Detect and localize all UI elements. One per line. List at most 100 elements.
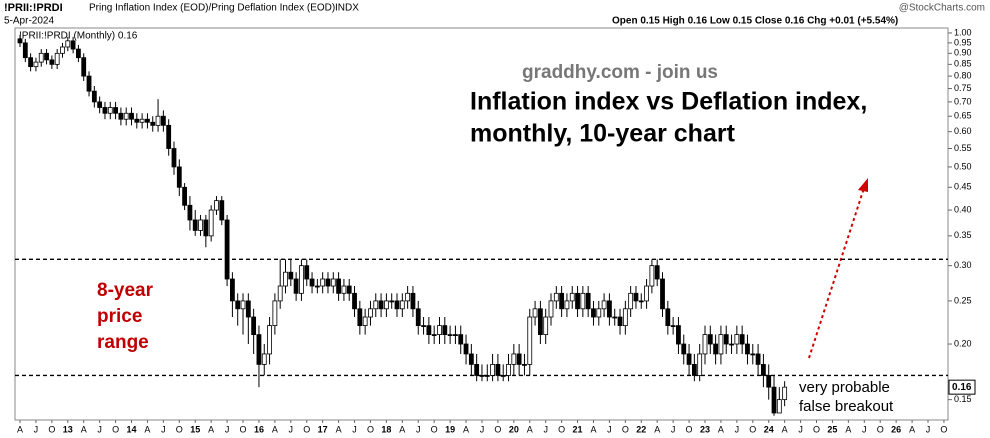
- candle-body: [500, 375, 506, 377]
- candle-body: [729, 343, 734, 346]
- candle-body: [484, 375, 490, 377]
- x-tick-label: 16: [254, 424, 264, 434]
- candle-body: [118, 112, 124, 120]
- annotation: very probable: [799, 379, 890, 396]
- candle-body: [537, 308, 543, 336]
- candle-body: [601, 300, 607, 310]
- candle-body: [33, 61, 39, 68]
- candle-body: [607, 300, 612, 318]
- candle-body: [17, 38, 23, 44]
- candle-body: [314, 285, 320, 288]
- x-tick-label: O: [494, 424, 501, 434]
- x-tick-label: J: [480, 424, 485, 434]
- x-tick-label: O: [367, 424, 374, 434]
- x-tick-label: 20: [509, 424, 519, 434]
- description: Pring Inflation Index (EOD)/Pring Deflat…: [89, 3, 335, 14]
- candle-body: [60, 46, 65, 54]
- candle-body: [325, 278, 331, 287]
- candle-body: [272, 300, 278, 327]
- candle-body: [458, 334, 464, 345]
- candle-body: [192, 219, 198, 231]
- candle-body: [352, 292, 357, 310]
- candle-body: [44, 52, 49, 61]
- candle-body: [532, 308, 538, 318]
- candle-body: [702, 334, 708, 355]
- x-tick-label: A: [336, 424, 342, 434]
- candle-body: [506, 363, 511, 376]
- x-tick-label: A: [272, 424, 278, 434]
- candle-body: [293, 278, 299, 294]
- candle-body: [97, 101, 103, 108]
- candle-body: [415, 308, 421, 327]
- x-tick-label: A: [463, 424, 469, 434]
- x-tick-label: 26: [891, 424, 901, 434]
- y-tick-label: 0.55: [954, 143, 972, 153]
- x-tick-label: J: [607, 424, 612, 434]
- y-tick-label: 0.20: [954, 338, 972, 348]
- candle-body: [479, 375, 485, 377]
- candle-body: [394, 300, 400, 310]
- x-tick-label: A: [144, 424, 150, 434]
- candle-body: [182, 186, 188, 206]
- candle-body: [681, 343, 687, 355]
- candle-body: [49, 59, 55, 65]
- x-tick-label: O: [303, 424, 310, 434]
- candle-body: [235, 300, 241, 310]
- candle-body: [585, 292, 591, 310]
- x-tick-label: 19: [445, 424, 455, 434]
- candle-body: [373, 300, 379, 310]
- candle-body: [548, 300, 554, 318]
- candle-body: [288, 271, 294, 280]
- candle-body: [468, 353, 474, 365]
- candle-body: [150, 121, 156, 126]
- candle-body: [320, 278, 326, 287]
- y-tick-label: 1.00: [954, 27, 972, 37]
- candle-body: [368, 308, 373, 318]
- x-tick-label: J: [225, 424, 230, 434]
- candle-body: [309, 278, 315, 287]
- x-tick-label: A: [909, 424, 915, 434]
- x-tick-label: 25: [827, 424, 837, 434]
- candle-body: [65, 40, 71, 48]
- x-tick-label: A: [17, 424, 23, 434]
- candle-body: [761, 363, 766, 376]
- candle-body: [277, 285, 283, 302]
- candle-body: [718, 334, 724, 355]
- candle-body: [522, 363, 527, 366]
- candle-body: [745, 343, 750, 355]
- candle-body: [28, 57, 34, 68]
- candle-body: [139, 118, 145, 123]
- candle-body: [399, 300, 405, 310]
- candle-body: [22, 42, 28, 59]
- candle-body: [336, 278, 342, 294]
- candle-body: [76, 48, 81, 59]
- candle-body: [81, 57, 87, 77]
- candle-body: [580, 292, 586, 310]
- candle-body: [569, 292, 575, 302]
- candle-body: [431, 334, 437, 337]
- candle-body: [660, 278, 665, 310]
- candle-body: [251, 316, 257, 336]
- x-tick-label: 17: [318, 424, 328, 434]
- x-tick-label: O: [749, 424, 756, 434]
- candle-body: [495, 363, 501, 376]
- candle-body: [299, 265, 304, 294]
- candle-body: [633, 292, 639, 302]
- candle-body: [123, 112, 129, 120]
- candle-body: [543, 316, 549, 336]
- candle-body: [160, 115, 166, 126]
- annotation: price: [97, 306, 142, 327]
- x-tick-label: A: [718, 424, 724, 434]
- x-tick-label: 23: [700, 424, 710, 434]
- candle-body: [155, 115, 161, 126]
- x-tick-label: A: [208, 424, 214, 434]
- x-tick-label: O: [176, 424, 183, 434]
- x-tick-label: A: [654, 424, 660, 434]
- candle-body: [755, 353, 761, 365]
- candle-body: [378, 300, 384, 310]
- x-tick-label: J: [671, 424, 676, 434]
- legend: !PRII:!PRDI (Monthly) 0.16: [19, 31, 138, 42]
- candle-body: [229, 278, 235, 302]
- candle-body: [707, 334, 713, 345]
- x-tick-label: J: [416, 424, 421, 434]
